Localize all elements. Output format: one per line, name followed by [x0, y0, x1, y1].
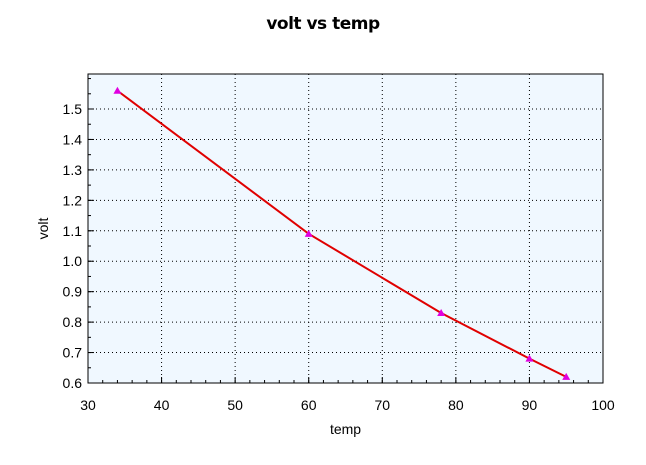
- series-layer: [113, 86, 571, 380]
- chart-title: volt vs temp: [266, 14, 380, 34]
- data-point-marker: [304, 229, 313, 237]
- tick-labels: 30 40 50 60 70 80 90 100 0.6 0.7 0.8 0.9 1.0 1.1 1.2 1.…: [63, 101, 615, 413]
- x-tick-label: 90: [522, 397, 538, 413]
- y-tick-label: 0.6: [63, 375, 83, 391]
- x-axis-label: temp: [330, 421, 361, 437]
- y-tick-label: 1.1: [63, 223, 83, 239]
- x-tick-label: 30: [80, 397, 96, 413]
- data-point-marker: [437, 308, 446, 316]
- y-tick-label: 1.0: [63, 253, 83, 269]
- minor-ticks: [87, 78, 604, 384]
- y-tick-label: 1.3: [63, 162, 83, 178]
- data-point-marker: [113, 86, 122, 94]
- y-axis-label: volt: [35, 218, 51, 240]
- plot-area: [87, 73, 604, 384]
- x-tick-label: 60: [301, 397, 317, 413]
- data-point-marker: [525, 354, 534, 362]
- x-tick-label: 80: [448, 397, 464, 413]
- y-tick-label: 0.9: [63, 284, 83, 300]
- y-tick-label: 0.8: [63, 314, 83, 330]
- data-point-marker: [562, 372, 571, 380]
- x-tick-label: 40: [154, 397, 170, 413]
- x-tick-label: 70: [374, 397, 390, 413]
- x-tick-label: 50: [227, 397, 243, 413]
- y-tick-label: 0.7: [63, 345, 83, 361]
- x-tick-label: 100: [591, 397, 615, 413]
- y-tick-label: 1.5: [63, 101, 83, 117]
- y-tick-label: 1.2: [63, 192, 83, 208]
- y-tick-label: 1.4: [63, 131, 83, 147]
